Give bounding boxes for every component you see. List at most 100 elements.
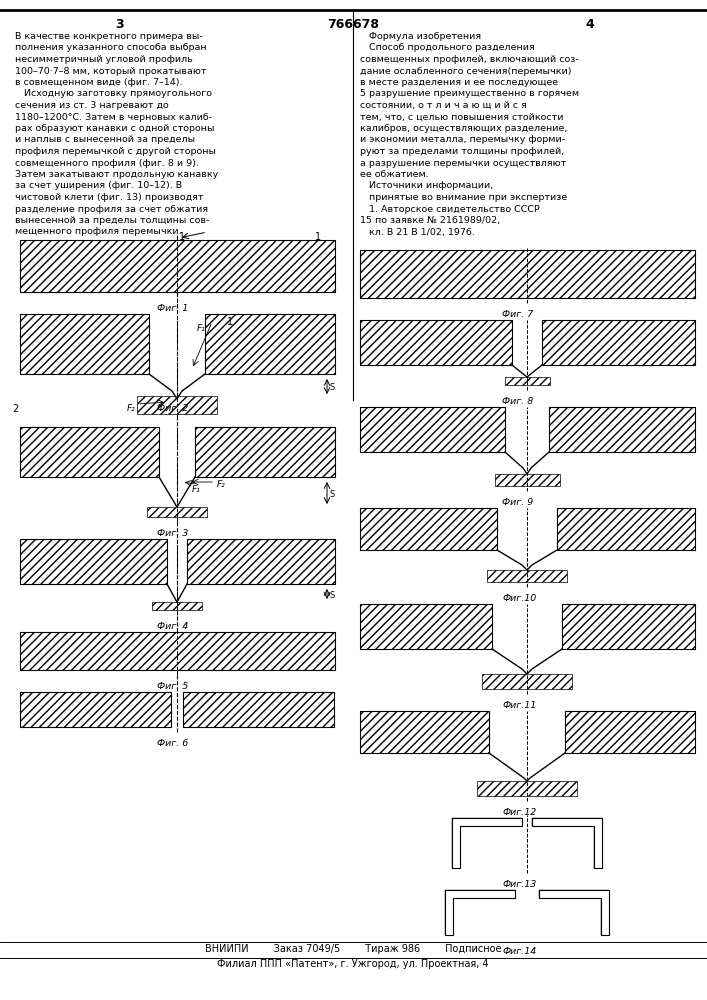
Text: чистовой клети (фиг. 13) производят: чистовой клети (фиг. 13) производят [15,193,204,202]
Bar [565,711,695,753]
Polygon shape [532,818,602,868]
Bar [195,427,335,477]
Text: несимметричный угловой профиль: несимметричный угловой профиль [15,55,193,64]
Text: Фиг. 5: Фиг. 5 [157,682,188,691]
Text: за счет уширения (фиг. 10–12). В: за счет уширения (фиг. 10–12). В [15,182,182,190]
Text: мещенного профиля перемычки.: мещенного профиля перемычки. [15,228,182,236]
Text: Исходную заготовку прямоугольного: Исходную заготовку прямоугольного [15,90,212,99]
Bar [542,320,695,365]
Bar [562,604,695,649]
Text: Формула изобретения: Формула изобретения [360,32,481,41]
Bar [20,240,335,292]
Bar [152,602,202,610]
Bar [20,539,167,584]
Text: Фиг.12: Фиг.12 [502,808,536,817]
Text: S: S [329,591,334,600]
Text: Фиг. 8: Фиг. 8 [502,397,533,406]
Text: 4: 4 [585,18,595,31]
Text: а разрушение перемычки осуществляют: а разрушение перемычки осуществляют [360,158,566,167]
Bar [187,539,335,584]
Text: состоянии, о т л и ч а ю щ и й с я: состоянии, о т л и ч а ю щ и й с я [360,101,527,110]
Text: F₂: F₂ [127,404,136,413]
Bar [505,377,550,385]
Bar [360,407,505,452]
Text: Фиг.10: Фиг.10 [502,594,536,603]
Text: калибров, осуществляющих разделение,: калибров, осуществляющих разделение, [360,124,568,133]
Bar [360,320,512,365]
Text: F₁: F₁ [197,324,206,333]
Text: Фиг. 3: Фиг. 3 [157,529,188,538]
Text: Фиг. 7: Фиг. 7 [502,310,533,319]
Bar [557,508,695,550]
Bar [360,508,497,550]
Text: Фиг.11: Фиг.11 [502,701,536,710]
Bar [360,250,695,298]
Text: ее обжатием.: ее обжатием. [360,170,428,179]
Text: сечения из ст. 3 нагревают до: сечения из ст. 3 нагревают до [15,101,169,110]
Bar [487,570,567,582]
Text: F₁: F₁ [192,485,201,494]
Bar [360,250,695,298]
Bar [183,692,334,727]
Text: 2: 2 [12,404,18,414]
Text: ВНИИПИ        Заказ 7049/5        Тираж 986        Подписное: ВНИИПИ Заказ 7049/5 Тираж 986 Подписное [205,944,501,954]
Text: и экономии металла, перемычку форми-: и экономии металла, перемычку форми- [360,135,565,144]
Bar [20,240,335,292]
Bar [195,427,335,477]
Bar [20,427,159,477]
Text: в месте разделения и ее последующее: в месте разделения и ее последующее [360,78,558,87]
Text: Филиал ППП «Патент», г. Ужгород, ул. Проектная, 4: Филиал ППП «Патент», г. Ужгород, ул. Про… [217,959,489,969]
Text: S: S [329,490,334,499]
Text: 3: 3 [116,18,124,31]
Bar [187,539,335,584]
Bar [360,711,489,753]
Text: 1: 1 [315,232,321,242]
Text: 1: 1 [179,232,185,242]
Bar [20,427,159,477]
Bar [549,407,695,452]
Text: 766678: 766678 [327,18,379,31]
Text: В качестве конкретного примера вы-: В качестве конкретного примера вы- [15,32,203,41]
Bar [20,692,171,727]
Bar [360,320,512,365]
Bar [542,320,695,365]
Text: совмещенных профилей, включающий соз-: совмещенных профилей, включающий соз- [360,55,579,64]
Text: Источники информации,: Источники информации, [360,182,493,190]
Bar [562,604,695,649]
Text: 1180–1200°C. Затем в черновых калиб-: 1180–1200°C. Затем в черновых калиб- [15,112,212,121]
Polygon shape [539,890,609,935]
Bar [20,632,335,670]
Text: Фиг. 9: Фиг. 9 [502,498,533,507]
Text: F₂: F₂ [217,480,226,489]
Text: профиля перемычкой с другой стороны: профиля перемычкой с другой стороны [15,147,216,156]
Bar [360,604,492,649]
Text: 1. Авторское свидетельство СССР: 1. Авторское свидетельство СССР [360,205,539,214]
Text: 1: 1 [227,317,233,327]
Text: Фиг. 2: Фиг. 2 [157,404,188,413]
Text: кл. В 21 В 1/02, 1976.: кл. В 21 В 1/02, 1976. [360,228,475,236]
Text: 15 по заявке № 2161989/02,: 15 по заявке № 2161989/02, [360,216,500,225]
Text: разделение профиля за счет обжатия: разделение профиля за счет обжатия [15,205,208,214]
Polygon shape [452,818,522,868]
Text: 5 разрушение преимущественно в горячем: 5 разрушение преимущественно в горячем [360,90,579,99]
Text: и наплыв с вынесенной за пределы: и наплыв с вынесенной за пределы [15,135,195,144]
Bar [137,396,217,414]
Bar [482,674,572,689]
Bar [360,407,505,452]
Text: принятые во внимание при экспертизе: принятые во внимание при экспертизе [360,193,567,202]
Bar [183,692,334,727]
Text: руют за пределами толщины профилей,: руют за пределами толщины профилей, [360,147,564,156]
Bar [557,508,695,550]
Bar [360,711,489,753]
Bar [205,314,335,374]
Text: Фиг. 1: Фиг. 1 [157,304,188,313]
Text: рах образуют канавки с одной стороны: рах образуют канавки с одной стороны [15,124,214,133]
Bar [20,539,167,584]
Bar [477,781,577,796]
Text: Фиг. 4: Фиг. 4 [157,622,188,631]
Bar [147,507,207,517]
Bar [495,474,560,486]
Text: полнения указанного способа выбран: полнения указанного способа выбран [15,43,206,52]
Text: вынесенной за пределы толщины сов-: вынесенной за пределы толщины сов- [15,216,209,225]
Text: дание ослабленного сечения(перемычки): дание ослабленного сечения(перемычки) [360,66,571,76]
